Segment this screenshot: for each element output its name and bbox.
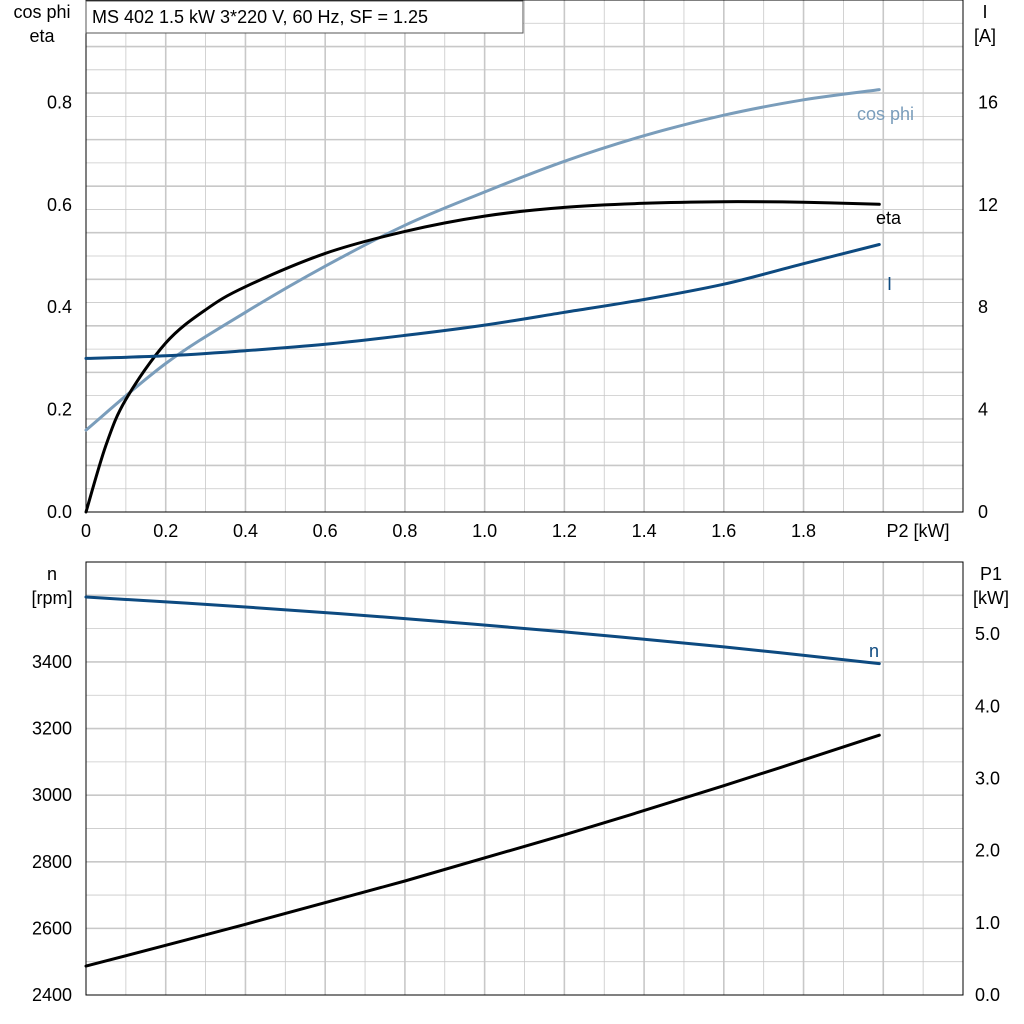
top-right-tick-label: 0 — [978, 502, 988, 522]
x-tick-label: 0.6 — [313, 521, 338, 541]
top-right-tick-label: 4 — [978, 400, 988, 420]
top-chart-grid — [86, 0, 963, 512]
bottom-right-axis-title-2: [kW] — [973, 588, 1009, 608]
bottom-left-tick-label: 2800 — [32, 852, 72, 872]
bottom-plot-frame — [85, 561, 964, 996]
x-tick-label: 0.2 — [153, 521, 178, 541]
top-right-tick-label: 12 — [978, 195, 998, 215]
title-box — [85, 0, 524, 34]
x-tick-label: 1.4 — [632, 521, 657, 541]
top-plot-frame — [85, 0, 964, 513]
top-tick-labels: 0 0.2 0.4 0.6 0.8 1.0 1.2 1.4 1.6 1.8 0.0 0.2 0.4 0.6… — [47, 92, 998, 541]
x-tick-label: 0 — [81, 521, 91, 541]
top-right-tick-label: 16 — [978, 92, 998, 112]
top-left-axis-title-1: cos phi — [13, 2, 70, 22]
eta-line — [84, 200, 881, 514]
speed-series-label: n — [869, 641, 879, 661]
bottom-left-tick-label: 3200 — [32, 719, 72, 739]
bottom-right-tick-label: 1.0 — [975, 913, 1000, 933]
top-left-tick-label: 0.2 — [47, 400, 72, 420]
chart-title: MS 402 1.5 kW 3*220 V, 60 Hz, SF = 1.25 — [92, 7, 428, 27]
bottom-right-tick-label: 3.0 — [975, 769, 1000, 789]
top-right-axis-title-1: I — [982, 2, 987, 22]
bottom-left-tick-label: 2400 — [32, 985, 72, 1005]
x-tick-label: 1.8 — [791, 521, 816, 541]
current-line — [84, 243, 881, 360]
bottom-right-axis-title-1: P1 — [980, 564, 1002, 584]
p1-line — [84, 733, 881, 968]
cos-phi-line — [84, 88, 881, 432]
eta-series-label: eta — [876, 208, 902, 228]
top-right-axis-title-2: [A] — [974, 26, 996, 46]
series-layer — [84, 88, 881, 968]
x-tick-label: 0.8 — [392, 521, 417, 541]
bottom-left-tick-label: 3400 — [32, 652, 72, 672]
bottom-tick-labels: 2400 2600 2800 3000 3200 3400 0.0 1.0 2.0 3.0 4.0 5… — [32, 624, 1000, 1005]
top-left-tick-label: 0.0 — [47, 502, 72, 522]
cos-phi-series-label: cos phi — [857, 104, 914, 124]
bottom-left-axis-title-2: [rpm] — [31, 588, 72, 608]
top-left-tick-label: 0.4 — [47, 297, 72, 317]
top-left-tick-label: 0.8 — [47, 92, 72, 112]
bottom-left-axis-title-1: n — [47, 564, 57, 584]
bottom-right-tick-label: 2.0 — [975, 841, 1000, 861]
bottom-right-tick-label: 4.0 — [975, 696, 1000, 716]
top-x-axis-title: P2 [kW] — [886, 521, 949, 541]
x-tick-label: 1.2 — [552, 521, 577, 541]
bottom-right-tick-label: 0.0 — [975, 985, 1000, 1005]
top-left-axis-title-2: eta — [29, 26, 55, 46]
x-tick-label: 0.4 — [233, 521, 258, 541]
speed-line — [84, 595, 881, 666]
current-series-label: I — [887, 274, 892, 294]
top-left-tick-label: 0.6 — [47, 195, 72, 215]
x-tick-label: 1.6 — [711, 521, 736, 541]
bottom-chart-grid — [86, 562, 963, 995]
bottom-right-tick-label: 5.0 — [975, 624, 1000, 644]
x-tick-label: 1.0 — [472, 521, 497, 541]
top-right-tick-label: 8 — [978, 297, 988, 317]
bottom-left-tick-label: 3000 — [32, 785, 72, 805]
bottom-left-tick-label: 2600 — [32, 918, 72, 938]
